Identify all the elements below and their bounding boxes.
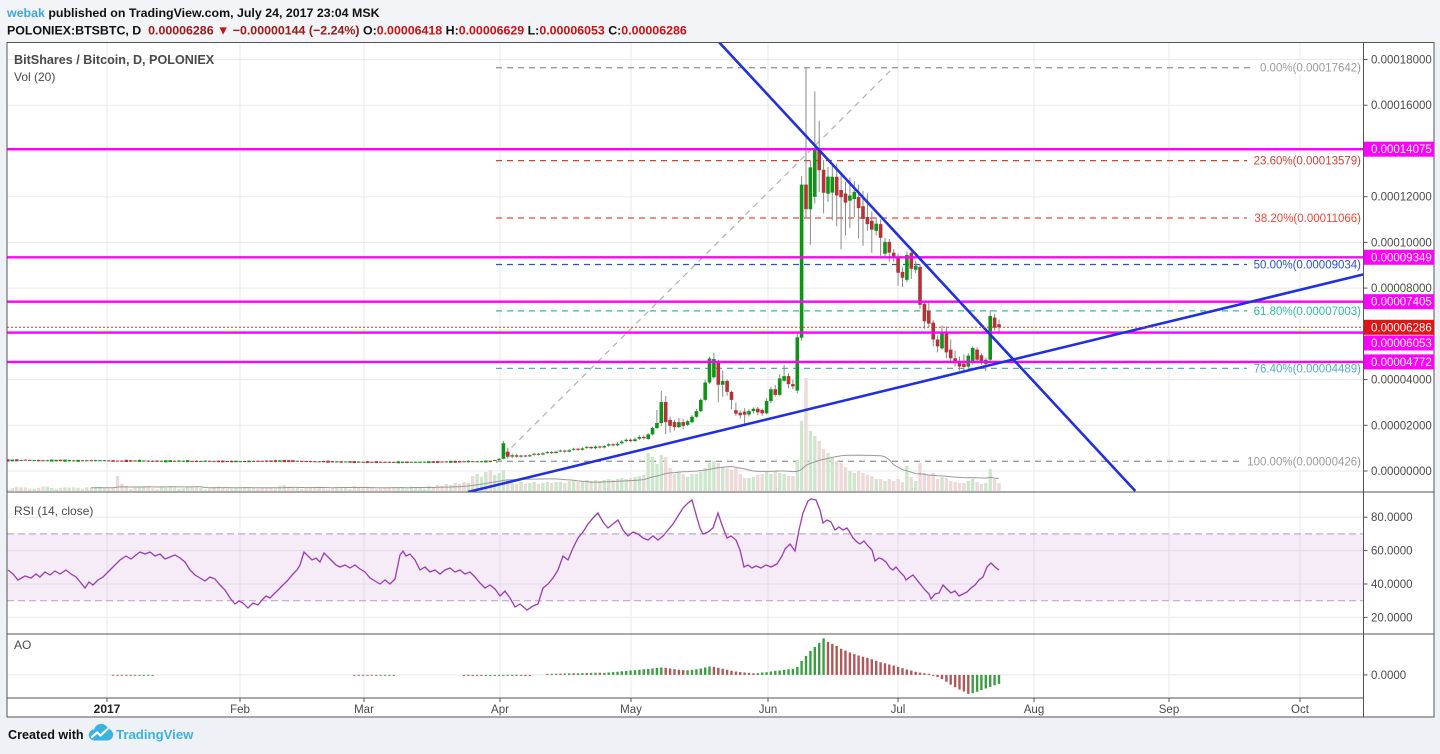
svg-text:0.00008000: 0.00008000 (1371, 283, 1432, 295)
svg-text:May: May (620, 704, 642, 716)
svg-text:0.00006286: 0.00006286 (1371, 322, 1432, 334)
svg-text:0.00018000: 0.00018000 (1371, 55, 1432, 67)
svg-text:Apr: Apr (491, 704, 509, 716)
svg-text:0.00009349: 0.00009349 (1371, 252, 1432, 264)
svg-text:0.00004772: 0.00004772 (1371, 357, 1432, 369)
svg-text:23.60%(0.00013579): 23.60%(0.00013579) (1254, 156, 1362, 168)
svg-text:76.40%(0.00004489): 76.40%(0.00004489) (1254, 363, 1362, 375)
svg-text:Mar: Mar (354, 704, 374, 716)
svg-text:0.00010000: 0.00010000 (1371, 237, 1432, 249)
svg-text:TradingView: TradingView (116, 727, 194, 742)
svg-text:Created with: Created with (8, 728, 84, 742)
svg-text:Sep: Sep (1159, 704, 1179, 716)
svg-text:20.0000: 20.0000 (1371, 612, 1413, 624)
svg-text:38.20%(0.00011066): 38.20%(0.00011066) (1254, 213, 1361, 225)
svg-text:AO: AO (14, 638, 31, 652)
svg-text:100.00%(0.00000426): 100.00%(0.00000426) (1247, 456, 1361, 468)
svg-text:Oct: Oct (1291, 704, 1310, 716)
svg-text:0.00000000: 0.00000000 (1371, 466, 1432, 478)
svg-text:0.00002000: 0.00002000 (1371, 420, 1432, 432)
svg-text:Jul: Jul (891, 704, 906, 716)
svg-text:Aug: Aug (1024, 704, 1044, 716)
svg-text:40.0000: 40.0000 (1371, 579, 1413, 591)
svg-text:0.00014075: 0.00014075 (1371, 144, 1432, 156)
svg-text:60.0000: 60.0000 (1371, 546, 1413, 558)
svg-text:0.00006053: 0.00006053 (1371, 338, 1432, 350)
svg-text:Jun: Jun (759, 704, 778, 716)
svg-text:0.0000: 0.0000 (1371, 670, 1406, 682)
svg-text:0.00016000: 0.00016000 (1371, 100, 1432, 112)
svg-text:POLONIEX:BTSBTC, D 0.00006286: POLONIEX:BTSBTC, D 0.00006286 ▼ −0.00000… (7, 24, 687, 38)
svg-text:0.00%(0.00017642): 0.00%(0.00017642) (1260, 63, 1361, 75)
svg-text:0.00007405: 0.00007405 (1371, 297, 1432, 309)
svg-text:0.00012000: 0.00012000 (1371, 192, 1432, 204)
svg-text:webak published on TradingView: webak published on TradingView.com, July… (6, 6, 380, 20)
svg-text:Vol (20): Vol (20) (14, 70, 55, 84)
svg-text:0.00004000: 0.00004000 (1371, 375, 1432, 387)
svg-text:2017: 2017 (94, 702, 121, 716)
svg-text:61.80%(0.00007003): 61.80%(0.00007003) (1254, 306, 1362, 318)
svg-text:50.00%(0.00009034): 50.00%(0.00009034) (1254, 260, 1362, 272)
svg-text:80.0000: 80.0000 (1371, 512, 1413, 524)
svg-text:RSI (14, close): RSI (14, close) (14, 504, 93, 518)
svg-text:BitShares / Bitcoin, D, POLONI: BitShares / Bitcoin, D, POLONIEX (14, 53, 215, 67)
svg-text:Feb: Feb (230, 704, 250, 716)
